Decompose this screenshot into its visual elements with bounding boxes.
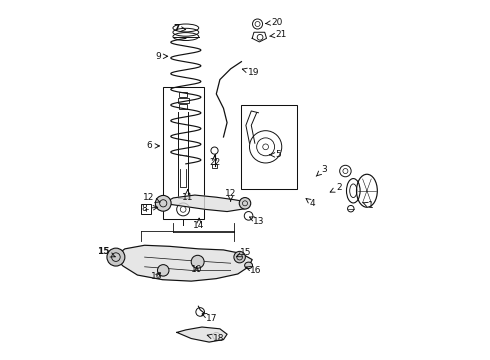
Bar [242, 105, 297, 189]
Circle shape [191, 255, 204, 268]
Circle shape [239, 198, 251, 209]
Text: 19: 19 [242, 68, 260, 77]
Text: 12: 12 [225, 189, 236, 201]
Text: 18: 18 [207, 334, 225, 343]
Bar [212, 164, 217, 168]
Text: 8: 8 [141, 204, 158, 213]
Text: 20: 20 [266, 18, 283, 27]
Text: 9: 9 [155, 52, 168, 61]
Bar [163, 87, 204, 220]
Bar [179, 104, 187, 109]
Bar [178, 98, 189, 103]
Text: 11: 11 [182, 190, 194, 202]
Text: 22: 22 [209, 156, 220, 167]
Text: 13: 13 [249, 217, 265, 226]
Text: 3: 3 [316, 165, 327, 176]
Text: 15: 15 [237, 248, 251, 257]
Text: 6: 6 [146, 141, 159, 150]
Circle shape [157, 265, 169, 276]
Ellipse shape [245, 262, 252, 269]
Text: 15: 15 [97, 247, 115, 257]
Bar [141, 204, 151, 215]
Text: 14: 14 [194, 219, 205, 230]
Text: 16: 16 [151, 271, 163, 280]
Polygon shape [163, 195, 248, 212]
Text: 1: 1 [363, 201, 374, 210]
Text: 5: 5 [270, 150, 281, 159]
Text: 4: 4 [306, 198, 315, 208]
Text: 12: 12 [143, 193, 160, 203]
Text: 21: 21 [270, 30, 287, 39]
Polygon shape [114, 245, 252, 281]
Text: 2: 2 [330, 183, 342, 192]
Bar [179, 92, 187, 97]
Text: 7: 7 [173, 24, 186, 33]
Circle shape [107, 248, 125, 266]
Text: 10: 10 [191, 265, 202, 274]
Text: 17: 17 [202, 314, 218, 323]
Polygon shape [177, 327, 227, 342]
Text: 16: 16 [246, 266, 262, 275]
Circle shape [155, 195, 171, 211]
Circle shape [234, 251, 245, 263]
